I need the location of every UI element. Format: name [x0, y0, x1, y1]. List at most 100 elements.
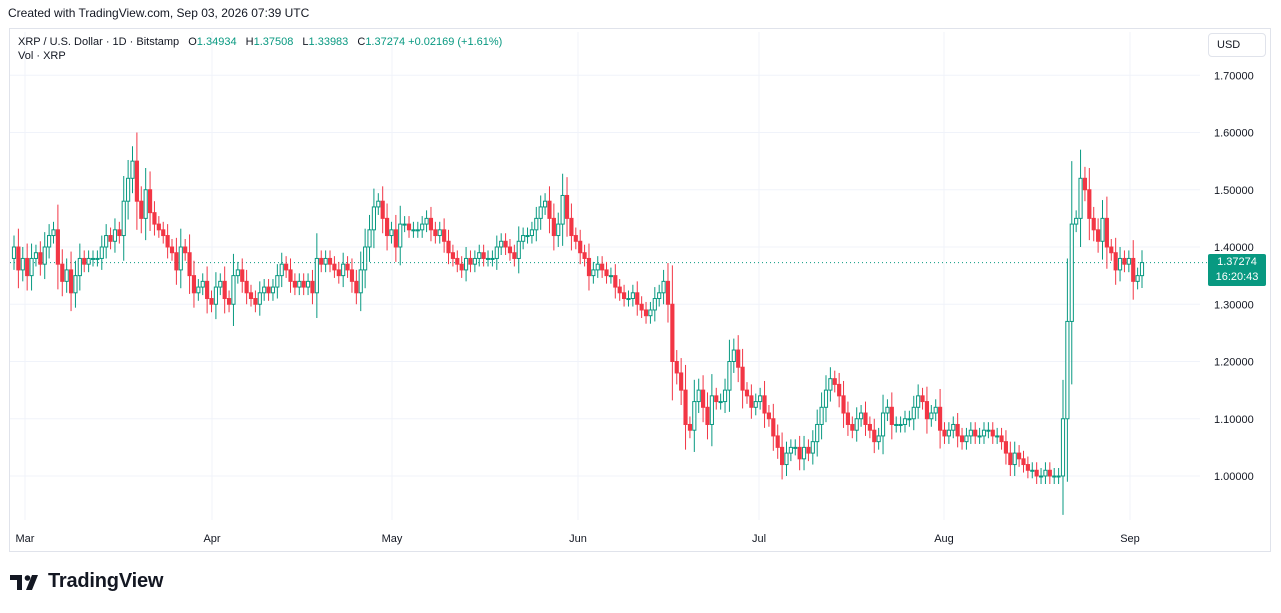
candle-body	[1056, 475, 1061, 478]
candle	[1060, 379, 1066, 515]
candle-body	[758, 395, 763, 403]
candle	[534, 206, 539, 242]
candle-body	[687, 423, 693, 431]
candle-body	[639, 303, 644, 311]
candle	[1038, 467, 1044, 485]
candle-body	[33, 252, 39, 259]
candle-body	[859, 412, 864, 420]
candle-body	[257, 292, 262, 305]
candle-body	[297, 280, 302, 288]
candle-body	[740, 366, 745, 391]
candle-body	[459, 263, 464, 271]
candle	[1074, 210, 1079, 233]
candle-body	[196, 286, 201, 294]
candle-body	[854, 418, 859, 431]
candle	[275, 264, 280, 299]
chart-grid	[10, 32, 1200, 520]
candle-body	[147, 189, 153, 214]
candle	[477, 244, 482, 267]
candle	[406, 216, 412, 238]
candle-body	[472, 257, 477, 265]
candle	[986, 422, 991, 439]
candle	[244, 269, 249, 305]
close-label: C	[357, 36, 366, 48]
candle	[490, 250, 495, 267]
candle-body	[1025, 464, 1030, 471]
candle	[376, 193, 381, 215]
candle-body	[428, 217, 434, 231]
candle-body	[885, 406, 890, 414]
candle	[946, 422, 951, 444]
candle-body	[332, 263, 337, 271]
bar-countdown: 16:20:43	[1215, 271, 1259, 283]
candle	[731, 338, 736, 373]
candle-body	[1038, 475, 1044, 478]
price-tick-label: 1.60000	[1214, 128, 1254, 140]
candle	[951, 416, 956, 439]
candle	[968, 422, 973, 444]
candle-body	[692, 401, 697, 431]
candle-body	[437, 229, 442, 237]
candle	[823, 375, 829, 423]
candle	[709, 374, 714, 447]
currency-button[interactable]: USD	[1208, 33, 1266, 57]
candle-body	[810, 441, 815, 454]
candle-body	[736, 349, 741, 368]
candle-body	[815, 423, 820, 443]
candle	[701, 375, 706, 423]
candle-body	[538, 206, 543, 219]
candle	[591, 261, 596, 284]
candle	[964, 427, 969, 450]
candle	[652, 287, 657, 322]
candle	[455, 250, 460, 273]
tradingview-logo[interactable]: TradingView	[10, 570, 163, 593]
candle	[73, 260, 78, 308]
candle-body	[231, 275, 236, 305]
candle-body	[398, 223, 403, 248]
time-tick-label: Mar	[16, 533, 35, 545]
candle-body	[766, 412, 772, 420]
candle	[1021, 450, 1026, 473]
candle	[152, 201, 157, 236]
candle-body	[512, 252, 517, 259]
candle	[112, 218, 118, 253]
candle	[740, 348, 745, 409]
candle	[51, 221, 56, 244]
candle-body	[986, 429, 991, 432]
candle	[55, 204, 60, 290]
candle	[327, 250, 333, 273]
candle-body	[134, 160, 139, 202]
candle	[301, 273, 306, 296]
candle	[854, 407, 859, 442]
candle-body	[507, 246, 513, 254]
candle	[595, 256, 600, 278]
candle	[1135, 267, 1140, 290]
candle	[600, 256, 605, 278]
candle-body	[55, 229, 60, 265]
candle-body	[674, 361, 679, 374]
candle-body	[292, 280, 297, 288]
candle-body	[349, 269, 355, 282]
candle	[819, 392, 824, 440]
candle	[942, 422, 947, 444]
candle-body	[784, 452, 789, 466]
candle-body	[823, 389, 829, 408]
candle	[205, 266, 210, 314]
candle	[450, 244, 455, 267]
candle-body	[1052, 475, 1057, 478]
candle-body	[1047, 469, 1052, 477]
candle	[358, 251, 363, 312]
candle-body	[547, 200, 552, 219]
candle	[749, 384, 754, 419]
candle	[95, 250, 100, 267]
candle-body	[977, 435, 982, 438]
candle	[398, 205, 403, 266]
candle-body	[1087, 189, 1092, 219]
price-tick-label: 1.10000	[1214, 414, 1254, 426]
candle-body	[446, 240, 451, 254]
candle-body	[657, 292, 662, 300]
candle	[1139, 250, 1145, 289]
candle	[354, 269, 359, 305]
candle-body	[305, 280, 311, 288]
